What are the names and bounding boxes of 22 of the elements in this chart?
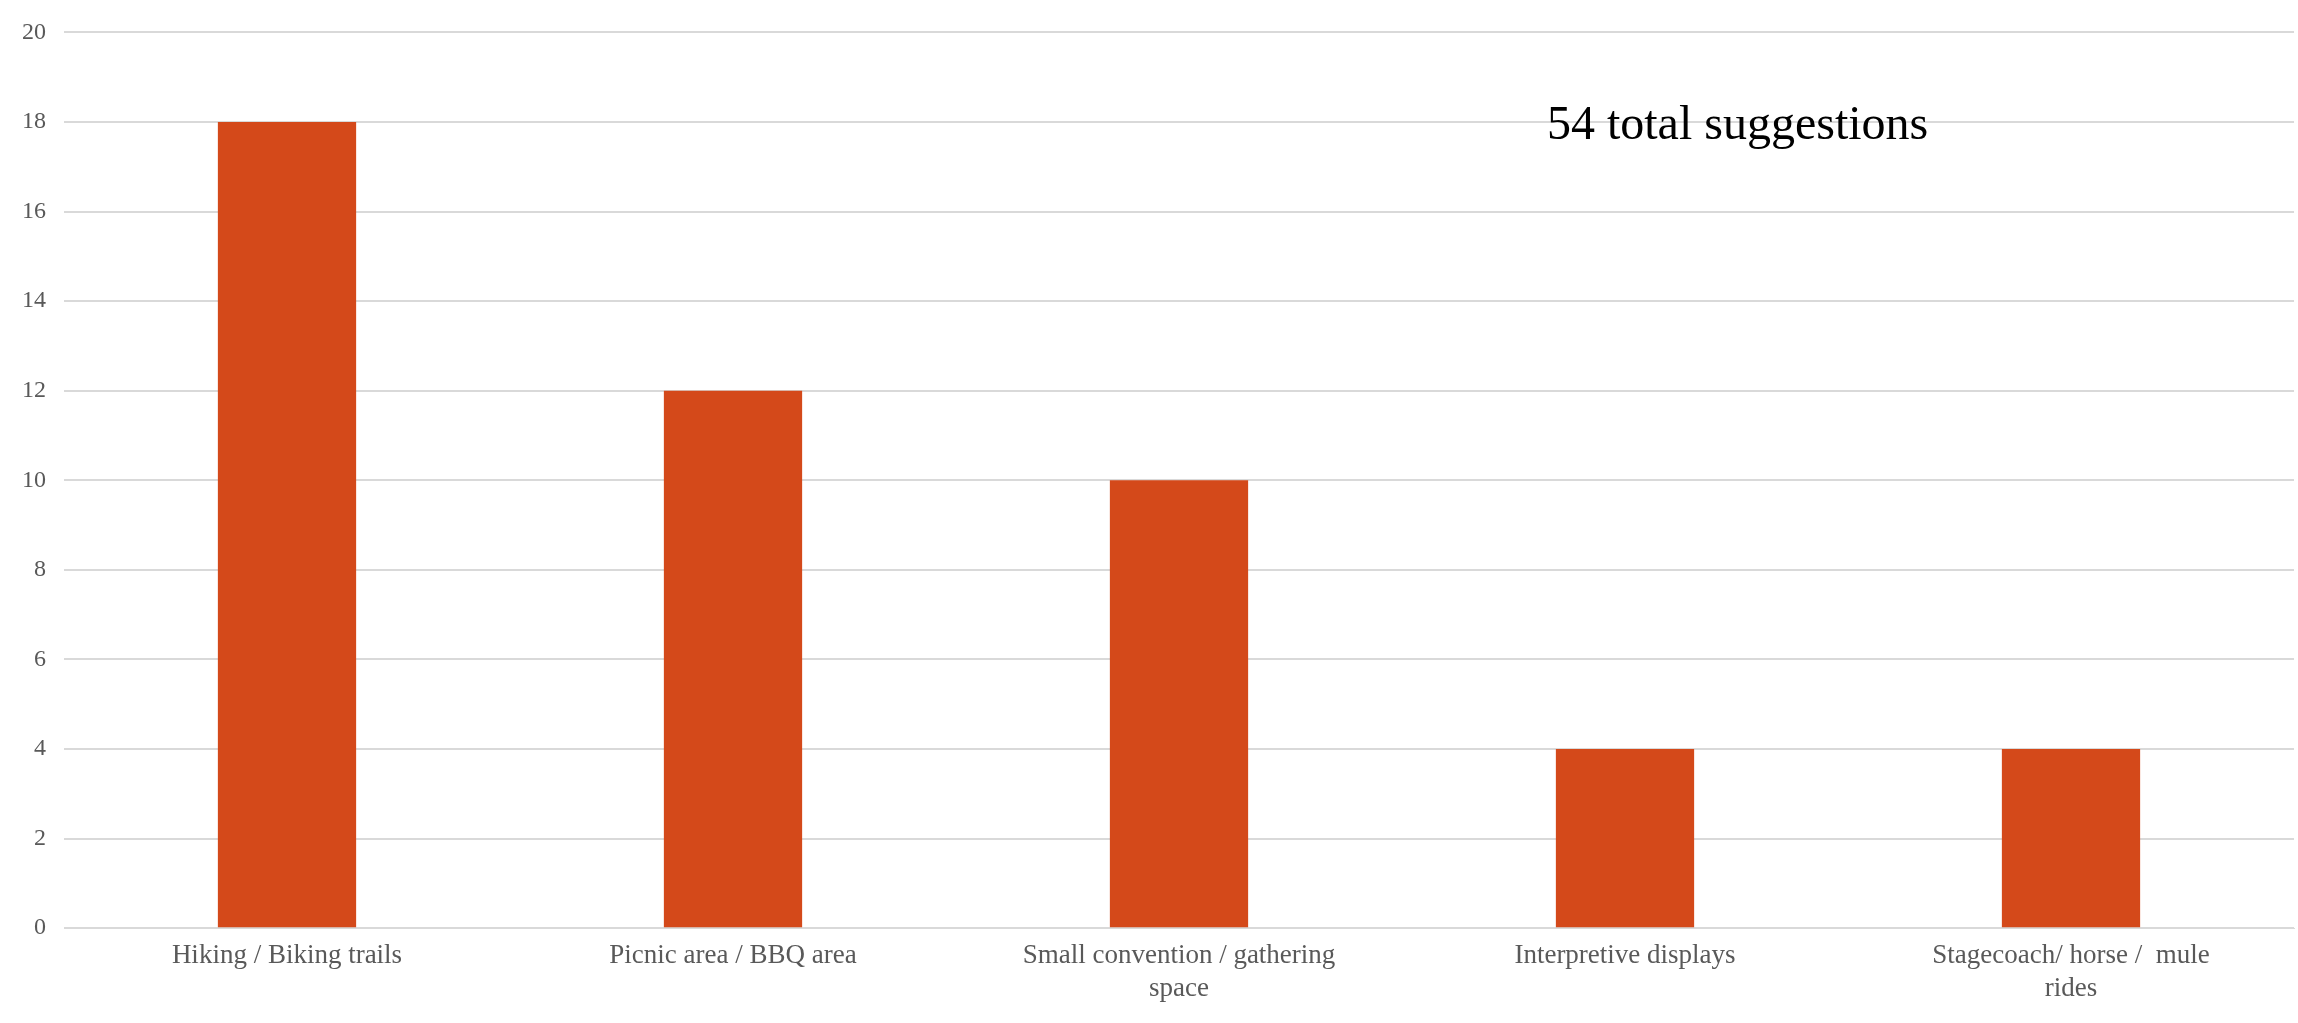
y-tick-label: 6: [34, 644, 46, 671]
y-tick-label: 14: [22, 286, 46, 313]
x-tick-label: Picnic area / BBQ area: [609, 939, 857, 970]
y-tick-label: 2: [34, 823, 46, 850]
bar: [1555, 749, 1695, 928]
y-tick-label: 10: [22, 465, 46, 492]
x-tick-label: Small convention / gathering space: [1022, 939, 1336, 1002]
y-tick-label: 12: [22, 376, 46, 403]
y-tick-label: 0: [34, 913, 46, 940]
y-tick-label: 20: [22, 17, 46, 44]
y-tick-label: 4: [34, 734, 46, 761]
y-tick-label: 8: [34, 555, 46, 582]
bar: [663, 390, 803, 928]
y-tick-label: 16: [22, 196, 46, 223]
bar: [1109, 480, 1249, 928]
y-tick-label: 18: [22, 107, 46, 134]
x-tick-label: Stagecoach/ horse / mule rides: [1932, 939, 2210, 1002]
annotation: 54 total suggestions: [1546, 96, 1929, 150]
x-tick-label: Hiking / Biking trails: [171, 939, 403, 970]
bar: [217, 121, 357, 928]
x-tick-label: Interpretive displays: [1514, 939, 1736, 970]
bar: [2001, 749, 2141, 928]
